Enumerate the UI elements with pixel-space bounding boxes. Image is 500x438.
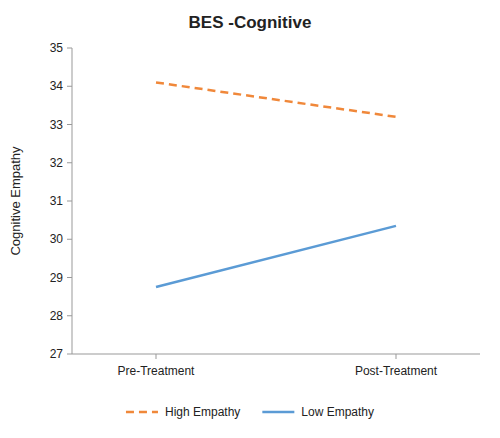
y-tick (67, 277, 72, 278)
x-axis-line (72, 354, 480, 355)
title: BES -Cognitive (189, 13, 312, 32)
x-tick-label: Post-Treatment (355, 364, 438, 378)
plot-area (156, 82, 396, 287)
x-tick (156, 354, 157, 359)
x-tick-label: Pre-Treatment (118, 364, 196, 378)
y-tick (67, 86, 72, 87)
y-tick-label: 27 (50, 347, 64, 361)
y-tick (67, 124, 72, 125)
y-tick (67, 354, 72, 355)
y-axis-label: Cognitive Empathy (8, 146, 23, 256)
y-tick-label: 28 (50, 309, 64, 323)
y-tick-label: 34 (50, 79, 64, 93)
legend-label: Low Empathy (301, 405, 374, 419)
legend-label: High Empathy (165, 405, 240, 419)
y-tick-label: 33 (50, 118, 64, 132)
legend-item: Low Empathy (262, 405, 374, 419)
y-tick-label: 31 (50, 194, 64, 208)
y-tick (67, 239, 72, 240)
y-tick-label: 35 (50, 41, 64, 55)
chart-container: BES -Cognitive 27 28 29 30 31 32 33 34 35 Pre-Trea… (0, 0, 500, 438)
y-tick (67, 162, 72, 163)
x-tick (396, 354, 397, 359)
legend-swatch (126, 411, 158, 414)
y-tick-label: 30 (50, 232, 64, 246)
y-tick-label: 29 (50, 271, 64, 285)
legend-item: High Empathy (126, 405, 240, 419)
series-line (156, 82, 396, 116)
y-tick (67, 201, 72, 202)
legend: High Empathy Low Empathy (126, 405, 374, 419)
legend-swatch (262, 411, 294, 414)
y-tick-label: 32 (50, 156, 64, 170)
chart: BES -Cognitive 27 28 29 30 31 32 33 34 35 Pre-Trea… (0, 0, 500, 438)
y-tick (67, 48, 72, 49)
y-tick (67, 315, 72, 316)
series-line (156, 226, 396, 287)
